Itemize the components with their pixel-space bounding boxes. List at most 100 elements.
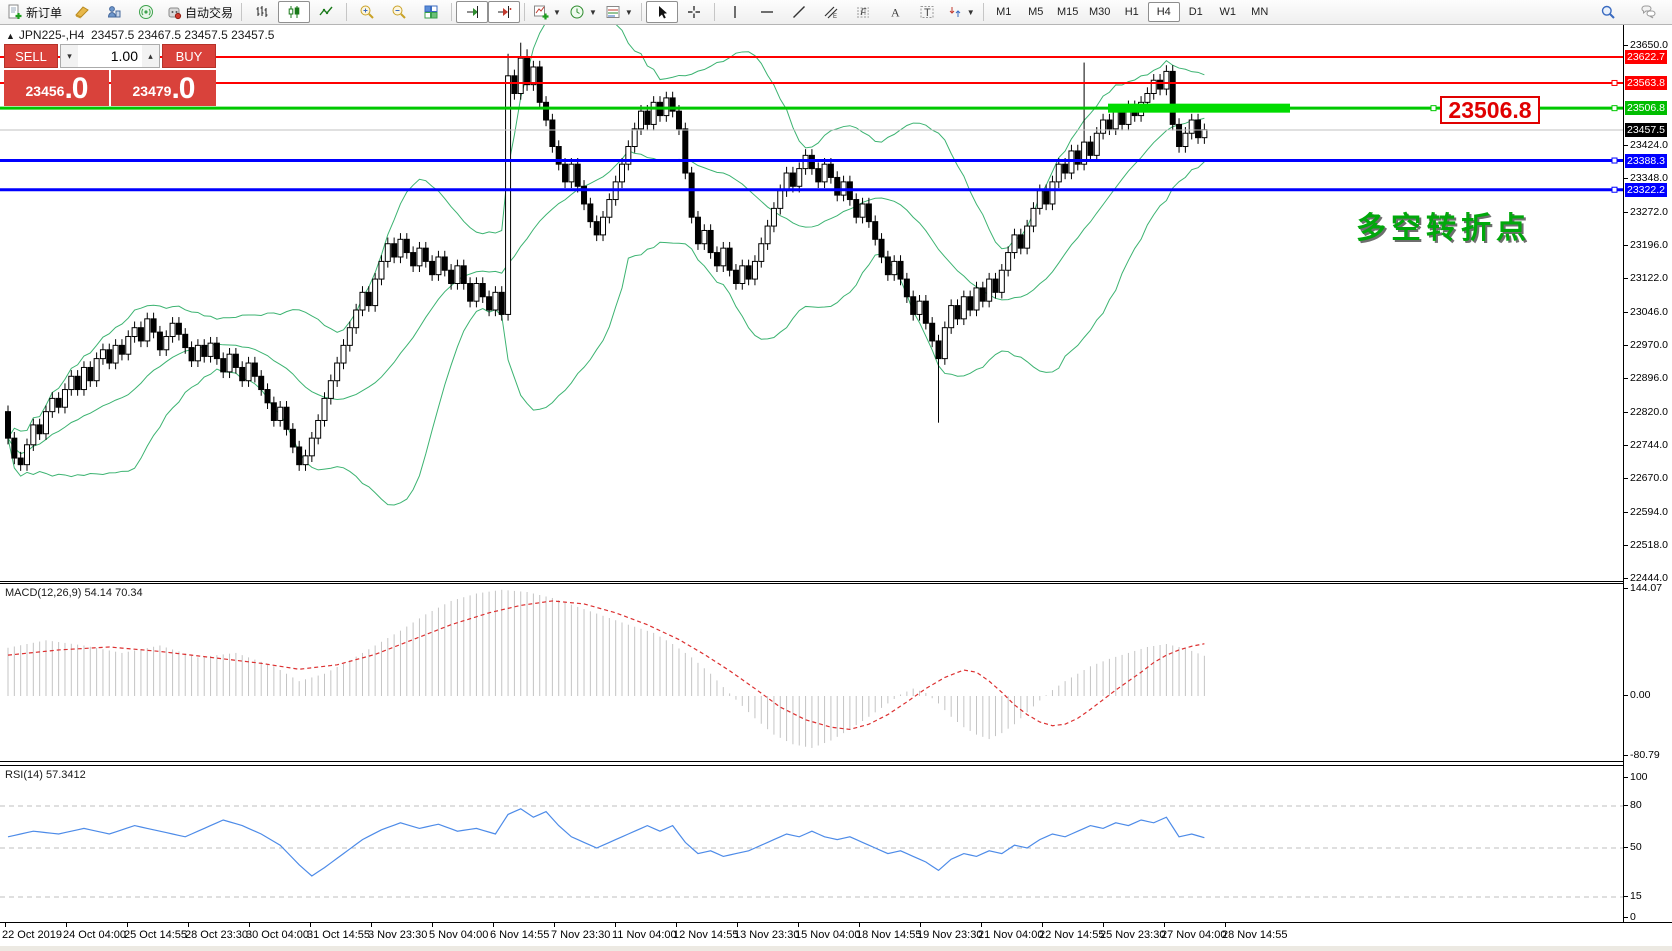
time-label: 15 Nov 04:00 xyxy=(795,929,861,941)
time-label: 28 Nov 14:55 xyxy=(1222,929,1288,941)
time-label: 19 Nov 23:30 xyxy=(917,929,983,941)
time-label: 27 Nov 04:00 xyxy=(1161,929,1227,941)
vertical-line-button[interactable] xyxy=(719,1,751,23)
chart-ohlc-values: 23457.5 23467.5 23457.5 23457.5 xyxy=(90,28,275,42)
time-tick xyxy=(310,923,311,927)
main-chart-panel[interactable] xyxy=(0,5,1623,582)
cursor-button[interactable] xyxy=(645,1,678,23)
toolbar-separator xyxy=(524,3,526,21)
price-axis[interactable]: 23650.0 23424.0 23348.0 23272.0 23196.0 23122… xyxy=(1623,25,1672,923)
indicators-button[interactable]: ▼ xyxy=(529,1,565,23)
axis-tick-label: -80.79 xyxy=(1630,749,1660,761)
axis-tick-label: 0.00 xyxy=(1630,688,1651,701)
timeframe-m15[interactable]: M15 xyxy=(1057,6,1079,18)
trendline-button[interactable] xyxy=(783,1,815,23)
price-badge[interactable]: 23506.8 xyxy=(1625,101,1667,116)
time-label: 22 Oct 2019 xyxy=(2,929,62,941)
price-badge[interactable]: 23563.8 xyxy=(1625,75,1667,90)
axis-tick xyxy=(1624,588,1628,589)
line-chart-button[interactable] xyxy=(310,1,342,23)
time-label: 12 Nov 14:55 xyxy=(673,929,739,941)
bar-chart-button[interactable] xyxy=(246,1,278,23)
new-order-button[interactable]: 新订单 xyxy=(3,1,66,23)
crosshair-button[interactable] xyxy=(678,1,710,23)
accounts-button[interactable] xyxy=(98,1,130,23)
chart-shift-button[interactable] xyxy=(488,1,521,23)
search-button[interactable] xyxy=(1592,1,1624,23)
chat-button[interactable] xyxy=(1632,1,1664,23)
time-label: 13 Nov 23:30 xyxy=(734,929,800,941)
zoom-in-icon xyxy=(359,4,375,20)
periods-button[interactable]: ▼ xyxy=(565,1,601,23)
volume-decrease-button[interactable]: ▾ xyxy=(61,45,78,67)
time-tick xyxy=(432,923,433,927)
svg-text:F: F xyxy=(860,7,866,17)
tile-windows-button[interactable] xyxy=(415,1,447,23)
svg-text:E: E xyxy=(833,14,837,20)
one-click-trading-panel: SELL ▾ ▴ BUY 23456.0 23479.0 xyxy=(4,44,216,106)
price-callout-label[interactable]: 23506.8 xyxy=(1440,96,1540,124)
price-badge[interactable]: 23388.3 xyxy=(1625,153,1667,168)
collapse-triangle-icon[interactable]: ▲ xyxy=(6,31,15,41)
arrows-button[interactable]: ▼ xyxy=(943,1,979,23)
axis-tick xyxy=(1624,411,1628,413)
person-icon xyxy=(106,4,122,20)
channel-button[interactable]: E xyxy=(815,1,847,23)
horizontal-line-button[interactable] xyxy=(751,1,783,23)
time-tick xyxy=(188,923,189,927)
time-label: 28 Oct 23:30 xyxy=(185,929,248,941)
time-axis[interactable]: 22 Oct 2019 24 Oct 04:00 25 Oct 14:55 28 Oc… xyxy=(0,922,1672,947)
candlestick-icon xyxy=(286,4,302,20)
macd-panel[interactable]: MACD(12,26,9) 54.14 70.34 xyxy=(0,583,1623,762)
profiles-button[interactable] xyxy=(66,1,98,23)
axis-tick xyxy=(1624,577,1628,579)
auto-scroll-button[interactable] xyxy=(456,1,489,23)
time-tick xyxy=(676,923,677,927)
sell-button[interactable]: SELL xyxy=(4,44,58,68)
time-tick xyxy=(1225,923,1226,927)
axis-tick-label: 22594.0 xyxy=(1630,505,1668,518)
autotrading-button[interactable]: 自动交易 xyxy=(162,1,237,23)
zoom-out-icon xyxy=(391,4,407,20)
timeframe-m1[interactable]: M1 xyxy=(996,6,1012,18)
sell-price-display[interactable]: 23456.0 xyxy=(4,70,109,106)
main-chart-canvas[interactable] xyxy=(0,5,1623,586)
candlestick-chart-button[interactable] xyxy=(278,1,311,23)
auto-scroll-icon xyxy=(464,4,480,20)
price-badge[interactable]: 23622.7 xyxy=(1625,49,1667,64)
timeframe-m5[interactable]: M5 xyxy=(1028,6,1044,18)
price-badge[interactable]: 23322.2 xyxy=(1625,182,1667,197)
timeframe-h1[interactable]: H1 xyxy=(1124,6,1139,18)
timeframe-h4[interactable]: H4 xyxy=(1147,2,1180,22)
templates-button[interactable]: ▼ xyxy=(601,1,637,23)
axis-tick xyxy=(1624,378,1628,380)
volume-increase-button[interactable]: ▴ xyxy=(142,45,159,67)
timeframe-d1[interactable]: D1 xyxy=(1188,6,1203,18)
signals-button[interactable] xyxy=(130,1,162,23)
rsi-panel[interactable]: RSI(14) 57.3412 xyxy=(0,765,1623,923)
buy-button[interactable]: BUY xyxy=(162,44,216,68)
timeframe-mn[interactable]: MN xyxy=(1251,6,1269,18)
timeframe-w1[interactable]: W1 xyxy=(1219,6,1236,18)
price-badge[interactable]: 23457.5 xyxy=(1625,122,1667,137)
volume-input[interactable] xyxy=(78,45,142,67)
time-label: 5 Nov 04:00 xyxy=(429,929,489,941)
zoom-in-button[interactable] xyxy=(351,1,383,23)
annotation-text[interactable]: 多空转折点 xyxy=(1356,212,1531,245)
time-tick xyxy=(981,923,982,927)
timeframe-m30[interactable]: M30 xyxy=(1089,6,1111,18)
axis-tick xyxy=(1624,545,1628,547)
buy-price-display[interactable]: 23479.0 xyxy=(111,70,216,106)
text-button[interactable]: A xyxy=(879,1,911,23)
zoom-out-button[interactable] xyxy=(383,1,415,23)
line-chart-icon xyxy=(318,4,334,20)
toolbar-separator xyxy=(346,3,348,21)
fibonacci-button[interactable]: F xyxy=(847,1,879,23)
axis-tick-label: 23122.0 xyxy=(1630,272,1668,285)
text-label-button[interactable]: T xyxy=(911,1,943,23)
svg-text:A: A xyxy=(891,6,900,20)
axis-tick xyxy=(1624,805,1628,806)
vertical-line-icon xyxy=(727,4,743,20)
axis-tick xyxy=(1624,755,1628,756)
axis-tick-label: 23272.0 xyxy=(1630,205,1668,218)
